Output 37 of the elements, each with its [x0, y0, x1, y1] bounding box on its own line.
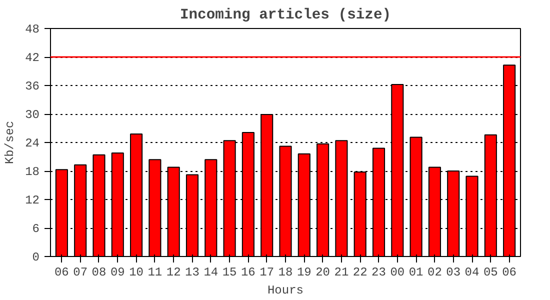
y-tick-label: 24: [25, 136, 40, 150]
x-tick-label: 16: [240, 266, 256, 280]
y-tick-label: 30: [25, 108, 40, 122]
chart-title: Incoming articles (size): [180, 8, 392, 24]
x-tick-label: 18: [278, 266, 293, 280]
x-tick-label: 09: [110, 266, 125, 280]
x-tick-label: 23: [372, 266, 386, 280]
x-tick-label: 03: [446, 266, 461, 280]
y-axis-title: Kb/sec: [3, 120, 18, 164]
x-tick-label: 19: [296, 266, 312, 280]
x-tick-label: 14: [204, 266, 218, 280]
x-tick-label: 13: [185, 266, 200, 280]
x-tick-label: 20: [316, 266, 330, 280]
x-tick-label: 15: [222, 266, 237, 280]
x-tick-label: 02: [428, 266, 442, 280]
x-tick-label: 11: [148, 266, 162, 280]
y-tick-label: 48: [25, 22, 40, 36]
x-tick-label: 21: [334, 266, 349, 280]
x-tick-label: 05: [483, 266, 498, 280]
y-tick-label: 42: [25, 51, 40, 65]
x-axis-title: Hours: [267, 284, 304, 298]
x-tick-label: 12: [166, 266, 181, 280]
x-tick-label: 06: [502, 266, 517, 280]
x-tick-label: 01: [408, 266, 424, 280]
x-tick-label: 06: [54, 266, 69, 280]
y-tick-label: 6: [32, 222, 40, 236]
y-tick-label: 12: [25, 194, 40, 208]
x-tick-label: 08: [92, 266, 106, 280]
y-tick-label: 36: [25, 80, 40, 94]
y-tick-label: 0: [32, 250, 40, 264]
x-tick-label: 07: [73, 266, 88, 280]
x-tick-label: 00: [390, 266, 405, 280]
x-tick-label: 10: [129, 266, 144, 280]
x-tick-label: 22: [352, 266, 368, 280]
y-tick-label: 18: [25, 165, 40, 179]
x-tick-label: 17: [260, 266, 274, 280]
x-tick-label: 04: [464, 266, 480, 280]
